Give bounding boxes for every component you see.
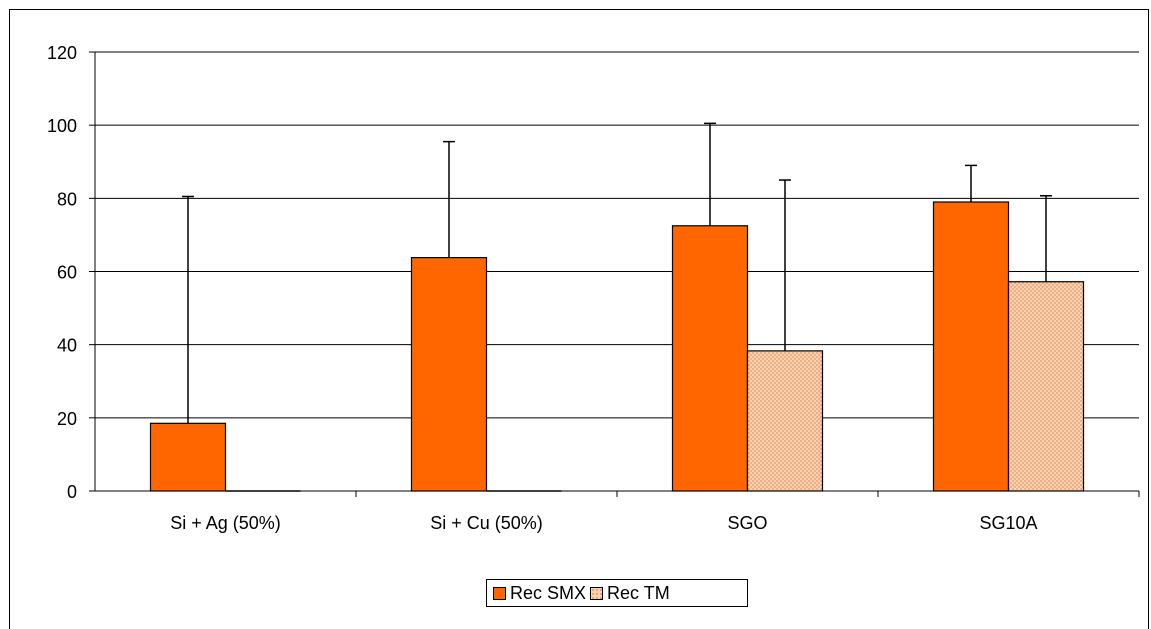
chart-frame	[9, 9, 1149, 629]
bar-rec-smx	[671, 225, 749, 492]
legend: Rec SMX Rec TM	[486, 579, 748, 607]
x-tick-label: Si + Ag (50%)	[170, 513, 281, 533]
legend-label-rec-smx: Rec SMX	[510, 582, 587, 603]
bar-rec-smx	[932, 201, 1010, 492]
y-tick-label: 100	[47, 116, 77, 136]
y-tick-label: 80	[57, 189, 77, 209]
x-tick-label: SG10A	[979, 513, 1037, 533]
x-tick-label: Si + Cu (50%)	[430, 513, 543, 533]
y-tick-label: 20	[57, 409, 77, 429]
bar-rec-tm	[1007, 281, 1085, 492]
legend-item-rec-smx: Rec SMX	[493, 583, 586, 604]
bar-rec-tm	[746, 350, 824, 492]
bar-rec-smx	[149, 422, 227, 492]
y-tick-label: 0	[67, 482, 77, 502]
y-tick-label: 40	[57, 336, 77, 356]
legend-label-rec-tm: Rec TM	[607, 582, 670, 603]
legend-item-rec-tm: Rec TM	[590, 583, 670, 604]
bar-rec-smx	[410, 256, 488, 492]
legend-swatch-rec-tm	[590, 586, 604, 600]
legend-swatch-rec-smx	[493, 586, 506, 600]
y-tick-label: 60	[57, 263, 77, 283]
x-tick-label: SGO	[727, 513, 767, 533]
y-tick-label: 120	[47, 43, 77, 63]
